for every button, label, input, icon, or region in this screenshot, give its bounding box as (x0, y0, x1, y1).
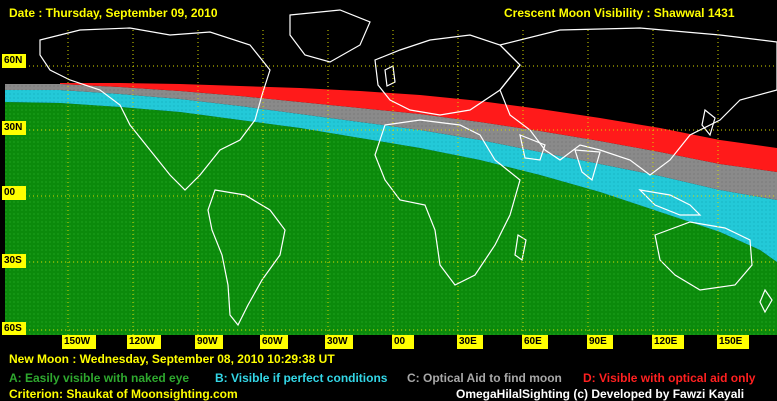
lat-label-30s: 30S (2, 254, 26, 268)
lon-label-30e: 30E (457, 335, 483, 349)
legend-zone-c: C: Optical Aid to find moon (407, 371, 562, 385)
legend-zone-d: D: Visible with optical aid only (583, 371, 756, 385)
lon-label-bar (0, 335, 777, 349)
lon-label-00: 00 (392, 335, 414, 349)
lon-label-150w: 150W (62, 335, 96, 349)
lon-label-150e: 150E (717, 335, 749, 349)
lon-label-30w: 30W (325, 335, 353, 349)
lat-label-00: 00 (2, 186, 26, 200)
lat-label-60s: 60S (2, 322, 26, 336)
map-date: Date : Thursday, September 09, 2010 (9, 6, 218, 20)
lon-label-90w: 90W (195, 335, 223, 349)
lon-label-60w: 60W (260, 335, 288, 349)
lon-label-60e: 60E (522, 335, 548, 349)
zone-d-region (60, 83, 777, 172)
zone-b-region (5, 90, 777, 262)
map-title: Crescent Moon Visibility : Shawwal 1431 (504, 6, 735, 20)
lon-label-120e: 120E (652, 335, 684, 349)
lon-label-120w: 120W (127, 335, 161, 349)
credit-text: OmegaHilalSighting (c) Developed by Fawz… (456, 387, 745, 401)
lat-label-60n: 60N (2, 54, 26, 68)
lon-label-90e: 90E (587, 335, 613, 349)
legend-zone-b: B: Visible if perfect conditions (215, 371, 388, 385)
gridlines (5, 30, 777, 335)
criterion-text: Criterion: Shaukat of Moonsighting.com (9, 387, 238, 401)
new-moon-time: New Moon : Wednesday, September 08, 2010… (9, 352, 335, 366)
legend-zone-a: A: Easily visible with naked eye (9, 371, 190, 385)
lat-label-30n: 30N (2, 121, 26, 135)
